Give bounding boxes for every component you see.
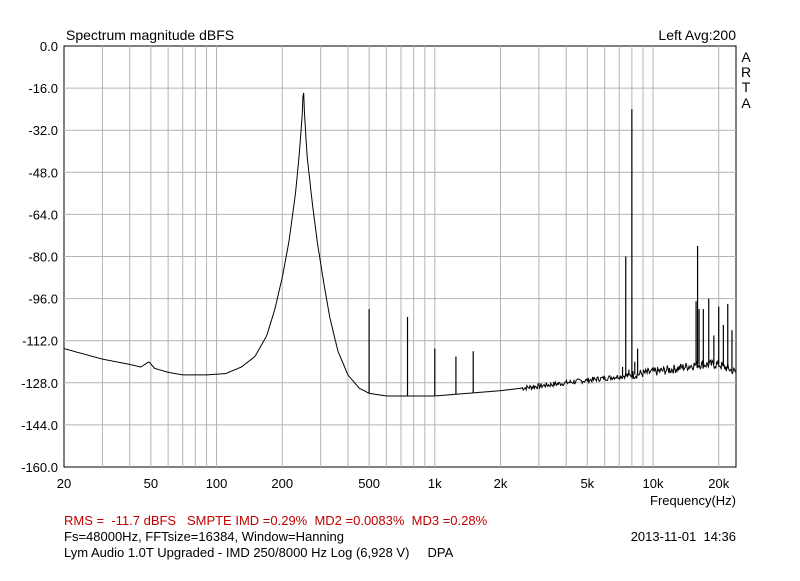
y-tick-label: -80.0	[28, 250, 58, 265]
measurement-line: RMS = -11.7 dBFS SMPTE IMD =0.29% MD2 =0…	[64, 513, 488, 528]
y-tick-label: -160.0	[21, 460, 58, 475]
x-tick-label: 200	[271, 476, 293, 491]
x-tick-label: 5k	[580, 476, 594, 491]
y-tick-label: 0.0	[40, 39, 58, 54]
date-time: 2013-11-01 14:36	[630, 529, 736, 544]
y-tick-label: -112.0	[22, 334, 58, 349]
y-tick-label: -144.0	[21, 418, 58, 433]
plot-grid	[63, 45, 737, 468]
chart-title: Spectrum magnitude dBFS	[66, 27, 234, 43]
channel-avg-label: Left Avg:200	[658, 27, 736, 43]
y-tick-label: -32.0	[28, 123, 58, 138]
x-axis-label: Frequency(Hz)	[650, 493, 736, 508]
x-tick-label: 50	[144, 476, 158, 491]
brand-letter-t: T	[742, 79, 751, 95]
spectrum-trace	[63, 92, 737, 397]
settings-line: Fs=48000Hz, FFTsize=16384, Window=Hannin…	[64, 529, 345, 544]
brand-letter-a2: A	[741, 95, 751, 111]
x-axis-ticks: 20 50 100 200 500 1k 2k 5k 10k 20k	[57, 476, 730, 491]
x-tick-label: 100	[206, 476, 228, 491]
brand-letter-r: R	[741, 64, 751, 80]
x-tick-label: 20k	[708, 476, 729, 491]
brand-letter-a: A	[741, 49, 751, 65]
description-line: Lym Audio 1.0T Upgraded - IMD 250/8000 H…	[64, 545, 454, 560]
spectral-peaks	[368, 109, 733, 396]
x-tick-label: 1k	[428, 476, 442, 491]
y-tick-label: -64.0	[28, 207, 58, 222]
y-axis-ticks: 0.0 -16.0 -32.0 -48.0 -64.0 -80.0 -96.0 -112.0 -…	[21, 39, 58, 475]
y-tick-label: -128.0	[21, 376, 58, 391]
spectrum-chart: Spectrum magnitude dBFS Left Avg:200 A R…	[21, 27, 751, 508]
y-tick-label: -48.0	[28, 165, 58, 180]
x-tick-label: 500	[358, 476, 380, 491]
x-tick-label: 20	[57, 476, 71, 491]
x-tick-label: 10k	[643, 476, 664, 491]
y-tick-label: -16.0	[28, 81, 58, 96]
y-tick-label: -96.0	[28, 292, 58, 307]
x-tick-label: 2k	[494, 476, 508, 491]
